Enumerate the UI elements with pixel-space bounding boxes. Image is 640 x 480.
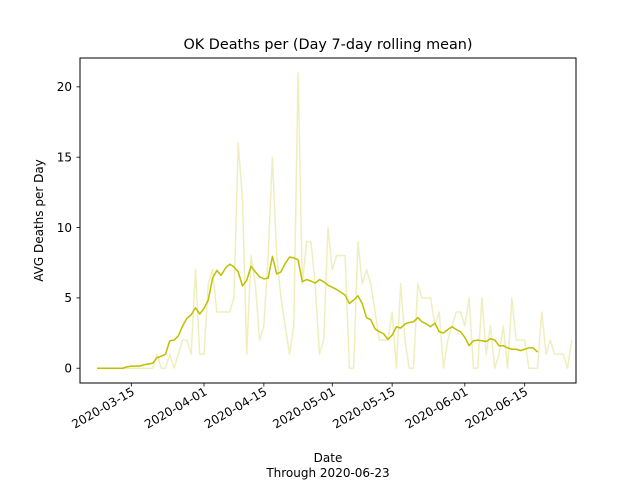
- y-axis-label: AVG Deaths per Day: [32, 159, 46, 282]
- x-tick-label: 2020-03-15: [69, 384, 136, 431]
- y-tick-label: 5: [64, 291, 72, 305]
- plot-frame: [79, 57, 577, 384]
- y-axis: 0 5 10 15 20: [57, 80, 80, 376]
- x-axis-label: Date: [314, 451, 343, 465]
- y-tick-label: 15: [57, 150, 72, 164]
- series-layer: [97, 72, 573, 369]
- series-line-2: [97, 255, 539, 369]
- x-tick-label: 2020-04-15: [202, 384, 269, 431]
- y-tick-label: 10: [57, 221, 72, 235]
- chart-title: OK Deaths per (Day 7-day rolling mean): [183, 37, 472, 53]
- x-tick-label: 2020-04-01: [142, 384, 209, 431]
- x-tick-label: 2020-05-01: [270, 384, 337, 431]
- y-tick-label: 0: [64, 362, 72, 376]
- series-line-1: [97, 72, 573, 369]
- x-tick-label: 2020-06-15: [463, 384, 530, 431]
- x-tick-label: 2020-06-01: [403, 384, 470, 431]
- x-axis-sublabel: Through 2020-06-23: [265, 466, 389, 480]
- y-tick-label: 20: [57, 80, 72, 94]
- x-tick-label: 2020-05-15: [330, 384, 397, 431]
